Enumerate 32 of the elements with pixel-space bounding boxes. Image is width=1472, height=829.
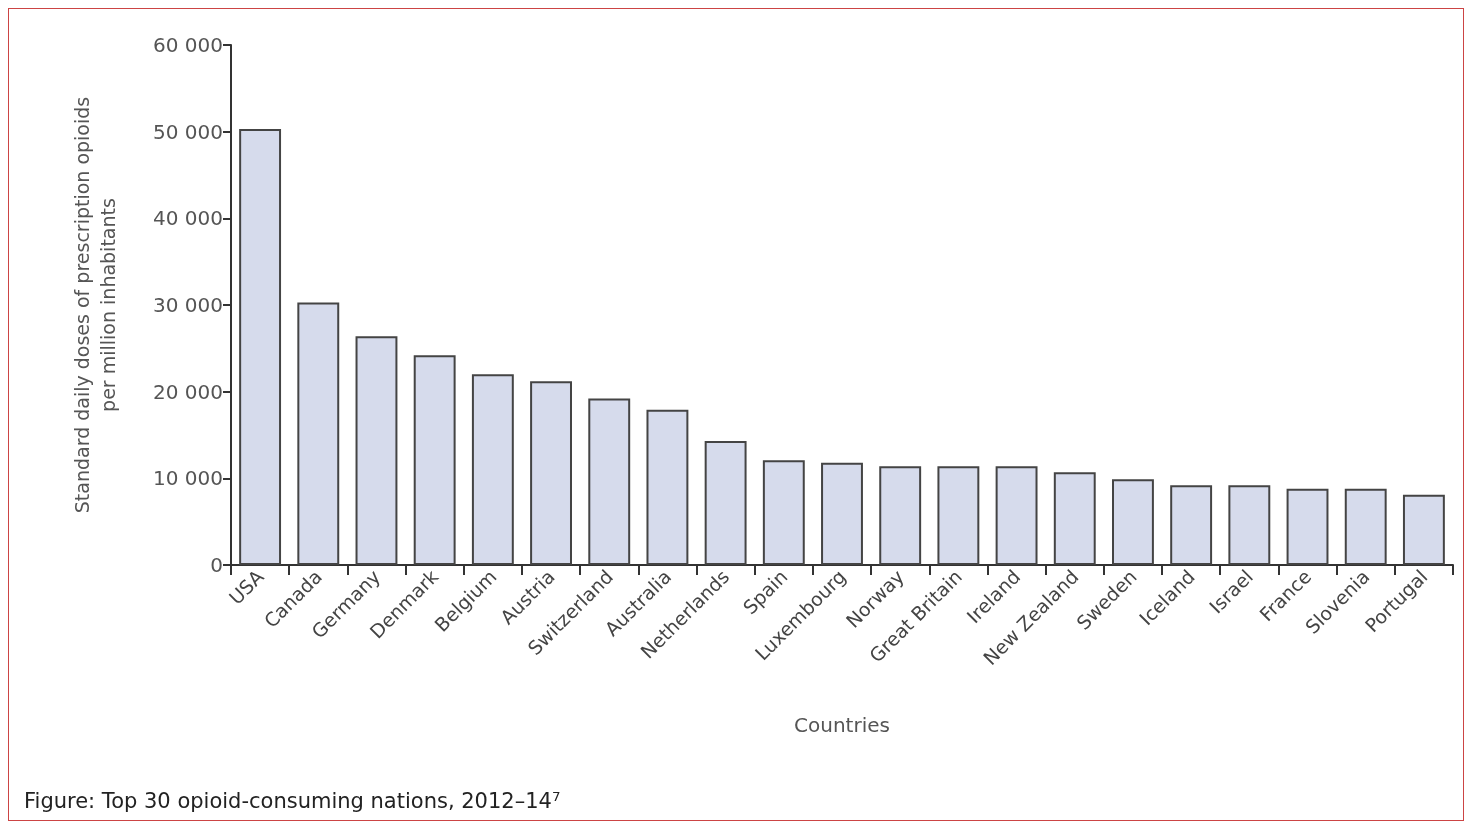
text: Figure: Top 30 opioid-consuming nations, 2012–14⁷ <box>24 788 561 813</box>
bar <box>995 466 1038 565</box>
bar <box>530 381 572 565</box>
bar <box>646 409 689 565</box>
bar <box>1344 488 1387 565</box>
bar <box>588 398 631 565</box>
bar <box>937 466 980 565</box>
y-tick-label: 50 000 <box>153 119 223 144</box>
y-tick-label: 30 000 <box>153 293 223 317</box>
bar <box>1286 488 1329 565</box>
bar <box>239 129 282 565</box>
bar <box>1053 472 1096 565</box>
bar <box>1112 479 1154 565</box>
bar <box>1228 485 1271 565</box>
bar <box>355 336 398 565</box>
y-tick-label: 10 000 <box>153 466 223 491</box>
bar <box>1170 485 1213 565</box>
x-axis-title: Countries <box>794 713 890 737</box>
bar <box>1402 494 1445 565</box>
bar <box>297 302 340 565</box>
bar <box>704 441 747 565</box>
y-tick-label: 20 000 <box>153 379 223 404</box>
x-tick-label: USA <box>224 565 268 609</box>
bar <box>821 462 863 565</box>
y-tick-label: 0 <box>210 553 223 577</box>
bar <box>879 466 922 565</box>
bar <box>762 460 805 565</box>
bar <box>471 374 514 565</box>
y-tick-label: 40 000 <box>153 206 223 231</box>
bar <box>413 355 456 565</box>
y-axis-title: Standard daily doses of prescription opioids per million inhabitants <box>71 96 119 514</box>
y-tick-label: 60 000 <box>153 33 223 57</box>
